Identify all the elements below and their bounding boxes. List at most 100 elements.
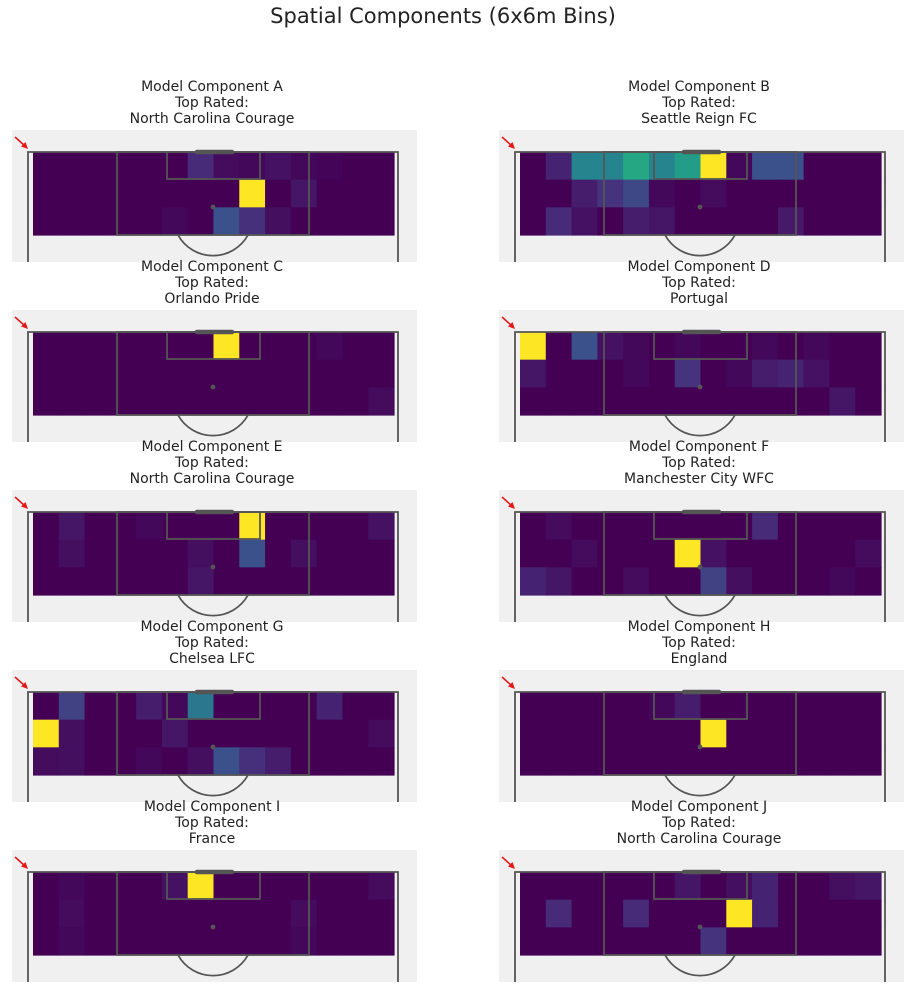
panel-title-line: Top Rated: <box>662 815 736 831</box>
heatmap-cell <box>58 152 86 181</box>
heatmap-cell <box>239 927 266 956</box>
panel-title-line: Top Rated: <box>175 95 249 111</box>
heatmap-cell <box>752 359 779 388</box>
penalty-arc <box>664 414 736 437</box>
heatmap-cell <box>545 207 573 236</box>
heatmap-cell <box>33 927 60 956</box>
heatmap-cell <box>161 747 189 776</box>
heatmap-cell <box>239 179 266 208</box>
heatmap-cell <box>597 927 624 956</box>
heatmap-cell <box>803 539 831 568</box>
heatmap-cell <box>520 719 547 748</box>
heatmap-cell <box>648 899 676 928</box>
heatmap-cell <box>700 207 727 236</box>
heatmap-cell <box>58 692 86 721</box>
penalty-spot <box>697 744 703 750</box>
heatmap-cell <box>110 207 137 236</box>
heatmap-cell <box>623 539 650 568</box>
heatmap-cell <box>110 719 137 748</box>
heatmap-cell <box>342 927 369 956</box>
heatmap-cell <box>265 359 292 388</box>
heatmap-cell <box>777 899 805 928</box>
heatmap-cell <box>33 567 60 596</box>
heatmap-cell <box>33 359 60 388</box>
heatmap-cell <box>239 512 266 541</box>
pitch-heatmap <box>12 490 417 622</box>
heatmap-panel: Model Component E Top Rated: North Carolin… <box>0 439 440 622</box>
heatmap-cell <box>187 899 215 928</box>
heatmap-cell <box>33 872 60 901</box>
heatmap-cell <box>136 359 163 388</box>
penalty-arc <box>664 954 736 977</box>
heatmap-cell <box>752 207 779 236</box>
heatmap-cell <box>803 359 831 388</box>
heatmap-cell <box>752 692 779 721</box>
heatmap-panel: Model Component D Top Rated: Portugal <box>487 259 914 442</box>
heatmap-cell <box>368 899 395 928</box>
heatmap-cell <box>623 719 650 748</box>
heatmap-cell <box>752 747 779 776</box>
heatmap-cell <box>803 899 831 928</box>
heatmap-cell <box>58 512 86 541</box>
heatmap-cell <box>803 719 831 748</box>
panel-title-line: Model Component D <box>627 259 771 275</box>
heatmap-cell <box>674 152 702 181</box>
heatmap-cell <box>368 872 395 901</box>
heatmap-cell <box>84 512 111 541</box>
heatmap-cell <box>571 387 598 416</box>
heatmap-cell <box>829 359 856 388</box>
heatmap-cell <box>752 719 779 748</box>
heatmap-cell <box>187 719 215 748</box>
heatmap-cell <box>265 872 292 901</box>
heatmap-cell <box>545 387 573 416</box>
heatmap-cell <box>545 719 573 748</box>
heatmap-cell <box>777 152 805 181</box>
heatmap-cell <box>342 692 369 721</box>
heatmap-cell <box>110 387 137 416</box>
panel-title-line: Model Component B <box>628 79 770 95</box>
direction-arrow-head <box>21 502 28 509</box>
heatmap-cell <box>597 567 624 596</box>
penalty-spot <box>210 384 216 390</box>
heatmap-cell <box>571 692 598 721</box>
heatmap-cell <box>571 567 598 596</box>
heatmap-cell <box>239 359 266 388</box>
heatmap-cell <box>58 359 86 388</box>
heatmap-cell <box>239 872 266 901</box>
penalty-spot <box>210 744 216 750</box>
heatmap-cell <box>855 332 882 361</box>
heatmap-cell <box>571 747 598 776</box>
heatmap-cell <box>726 152 753 181</box>
heatmap-cell <box>368 747 395 776</box>
heatmap-cell <box>803 692 831 721</box>
heatmap-cell <box>136 387 163 416</box>
heatmap-cell <box>187 332 215 361</box>
heatmap-cell <box>58 207 86 236</box>
heatmap-cell <box>239 567 266 596</box>
heatmap-cell <box>648 539 676 568</box>
heatmap-panel: Model Component A Top Rated: North Carolin… <box>0 79 440 262</box>
heatmap-cell <box>316 332 344 361</box>
direction-arrow-head <box>508 322 515 329</box>
heatmap-cell <box>110 179 137 208</box>
heatmap-cell <box>213 747 240 776</box>
pitch-heatmap <box>499 310 904 442</box>
heatmap-cell <box>136 539 163 568</box>
heatmap-cell <box>752 927 779 956</box>
panel-title-line: Top Rated: <box>662 275 736 291</box>
heatmap-cell <box>136 872 163 901</box>
heatmap-cell <box>290 899 318 928</box>
heatmap-cell <box>700 927 727 956</box>
heatmap-cell <box>187 359 215 388</box>
heatmap-cell <box>726 332 753 361</box>
heatmap-cell <box>777 179 805 208</box>
heatmap-cell <box>674 927 702 956</box>
heatmap-cell <box>623 179 650 208</box>
heatmap-cell <box>316 512 344 541</box>
heatmap-cell <box>520 927 547 956</box>
heatmap-cell <box>571 207 598 236</box>
heatmap-cell <box>829 747 856 776</box>
panel-title: Model Component C Top Rated: Orlando Pride <box>12 259 412 307</box>
heatmap-cell <box>829 567 856 596</box>
heatmap-cell <box>700 872 727 901</box>
